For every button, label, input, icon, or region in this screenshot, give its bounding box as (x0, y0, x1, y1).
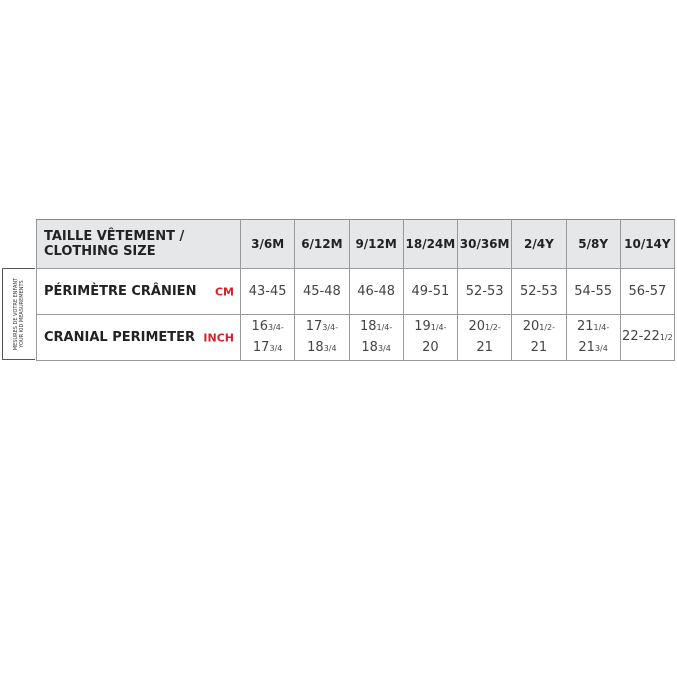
size-header: 18/24M (402, 219, 459, 269)
table-row-cm: PÉRIMÈTRE CRÂNIEN CM 43-45 45-48 46-48 49-51… (36, 268, 676, 315)
side-label-en: YOUR KID MEASUREMENTS (19, 280, 25, 348)
size-header: 3/6M (239, 219, 296, 269)
cell-cm: 43-45 (239, 268, 296, 315)
cell-cm: 56-57 (619, 268, 676, 315)
cell-inch: 163/4- 173/4 (239, 314, 296, 361)
unit-label: INCH (203, 331, 234, 344)
cell-cm: 45-48 (294, 268, 350, 315)
size-header: 9/12M (348, 219, 404, 269)
cell-inch: 201/2- 21 (511, 314, 567, 361)
size-chart-table: TAILLE VÊTEMENT / CLOTHING SIZE 3/6M 6/12… (36, 219, 676, 361)
size-header: 5/8Y (565, 219, 621, 269)
cell-inch: 22-221/2 (619, 314, 676, 361)
header-row: TAILLE VÊTEMENT / CLOTHING SIZE 3/6M 6/12… (36, 219, 676, 269)
cell-inch: 201/2- 21 (456, 314, 513, 361)
table-row-inch: CRANIAL PERIMETER INCH 163/4- 173/4 173/4- 1… (36, 314, 676, 361)
cell-cm: 52-53 (456, 268, 513, 315)
cell-inch: 191/4- 20 (402, 314, 459, 361)
size-header: 10/14Y (619, 219, 676, 269)
row-label: CRANIAL PERIMETER INCH (36, 314, 241, 361)
cell-inch: 173/4- 183/4 (294, 314, 350, 361)
size-header: 30/36M (456, 219, 513, 269)
header-label: TAILLE VÊTEMENT / CLOTHING SIZE (36, 219, 241, 269)
cell-cm: 54-55 (565, 268, 621, 315)
cell-cm: 49-51 (402, 268, 459, 315)
cell-cm: 52-53 (511, 268, 567, 315)
cell-inch: 211/4- 213/4 (565, 314, 621, 361)
size-header: 2/4Y (511, 219, 567, 269)
row-label: PÉRIMÈTRE CRÂNIEN CM (36, 268, 241, 315)
cell-inch: 181/4- 183/4 (348, 314, 404, 361)
measurements-side-label: MESURES DE VOTRE ENFANT YOUR KID MEASUREM… (2, 268, 35, 360)
size-header: 6/12M (294, 219, 350, 269)
unit-label: CM (214, 285, 234, 298)
cell-cm: 46-48 (348, 268, 404, 315)
